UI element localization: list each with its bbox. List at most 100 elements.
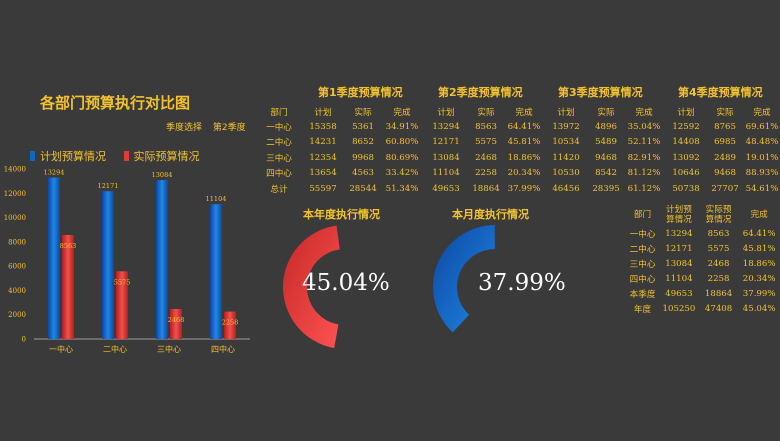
table-cell: 49653 xyxy=(432,183,460,194)
data-label-plan: 11104 xyxy=(206,195,227,203)
summary-cell: 20.34% xyxy=(742,273,776,284)
data-label-plan: 12171 xyxy=(98,182,119,190)
bar-plan xyxy=(156,180,168,339)
summary-cell: 2468 xyxy=(707,258,730,269)
quarter-selector[interactable]: 季度选择 第2季度 xyxy=(166,120,254,133)
table-header-cell: 完成 xyxy=(635,107,653,118)
table-cell: 64.41% xyxy=(507,122,541,133)
gauge-year-title: 本年度执行情况 xyxy=(303,208,380,221)
summary-cell: 11104 xyxy=(665,273,693,284)
bar-plan xyxy=(210,204,222,339)
summary-table-wrap: 部门 计划预 算情况 实际预 算情况 完成 一中心 13294 8563 64.41% 二中心 1… xyxy=(626,204,780,316)
table-cell: 12592 xyxy=(672,122,700,133)
summary-cell: 13084 xyxy=(665,258,693,269)
table-cell: 34.91% xyxy=(385,122,419,133)
gauge-month-arc xyxy=(433,225,495,333)
table-header-cell: 完成 xyxy=(515,107,533,118)
table-cell: 52.11% xyxy=(627,137,661,148)
quarter-title-3: 第3季度预算情况 xyxy=(558,86,643,99)
table-row: 二中心 14231 8652 60.80% xyxy=(255,135,421,150)
quarter-table-1: 部门 计划 实际 完成 一中心 15358 5361 34.91% 二中心 14231 8652 60… xyxy=(255,104,421,196)
data-label-actual: 8563 xyxy=(60,242,77,250)
summary-cell: 45.81% xyxy=(742,243,776,254)
table-cell: 四中心 xyxy=(266,169,292,180)
table-cell: 8542 xyxy=(595,168,617,179)
summary-cell: 12171 xyxy=(665,243,693,254)
gauge-year xyxy=(283,225,340,349)
summary-cell: 18.86% xyxy=(742,258,776,269)
table-row: 11420 9468 82.91% xyxy=(546,150,662,165)
summary-cell: 本季度 xyxy=(629,289,656,300)
quarter-selector-label: 季度选择 xyxy=(166,123,203,133)
chart-legend: 计划预算情况 实际预算情况 xyxy=(30,148,214,164)
table-header-cell: 实际 xyxy=(354,107,372,118)
table-row: 13972 4896 35.04% xyxy=(546,119,662,134)
y-tick-label: 14000 xyxy=(4,166,26,174)
summary-cell: 三中心 xyxy=(629,259,656,270)
legend-label-plan: 计划预算情况 xyxy=(40,150,106,163)
table-row: 46456 28395 61.12% xyxy=(546,181,662,196)
bar-actual xyxy=(116,271,128,339)
x-tick-label: 一中心 xyxy=(49,344,73,354)
table-cell: 13972 xyxy=(552,122,580,133)
legend-item-plan: 计划预算情况 xyxy=(30,148,106,164)
quarter-selector-value[interactable]: 第2季度 xyxy=(212,123,246,133)
table-cell: 13084 xyxy=(432,152,460,163)
table-cell: 二中心 xyxy=(266,138,292,149)
table-cell: 45.81% xyxy=(507,137,541,148)
summary-cell: 105250 xyxy=(662,303,696,314)
table-cell: 28544 xyxy=(349,183,377,194)
table-cell: 总计 xyxy=(270,184,288,195)
table-cell: 60.80% xyxy=(385,137,419,148)
table-row: 11104 2258 20.34% xyxy=(426,166,542,181)
quarter-title-2: 第2季度预算情况 xyxy=(438,86,523,99)
summary-cell: 8563 xyxy=(707,228,730,239)
summary-cell: 45.04% xyxy=(742,303,776,314)
table-row: 49653 18864 37.99% xyxy=(426,181,542,196)
summary-cell: 18864 xyxy=(704,288,733,299)
summary-cell: 一中心 xyxy=(629,229,656,240)
table-cell: 35.04% xyxy=(627,122,661,133)
table-cell: 82.91% xyxy=(627,152,661,163)
table-cell: 33.42% xyxy=(385,168,419,179)
table-row: 10646 9468 88.93% xyxy=(666,166,780,181)
y-tick-label: 6000 xyxy=(8,263,26,271)
table-cell: 14408 xyxy=(672,137,700,148)
summary-header-cell: 部门 xyxy=(633,210,652,220)
quarter-title-4: 第4季度预算情况 xyxy=(678,86,763,99)
table-cell: 5575 xyxy=(475,137,497,148)
table-cell: 28395 xyxy=(592,183,620,194)
bar-actual xyxy=(62,235,74,339)
table-cell: 50738 xyxy=(672,183,700,194)
table-header-cell: 计划 xyxy=(314,107,332,118)
table-header-cell: 完成 xyxy=(393,107,411,118)
table-cell: 6985 xyxy=(714,137,736,148)
table-cell: 18.86% xyxy=(507,152,541,163)
table-cell: 69.61% xyxy=(745,122,779,133)
summary-cell: 二中心 xyxy=(629,244,656,255)
gauge-month-title: 本月度执行情况 xyxy=(452,208,529,221)
table-cell: 81.12% xyxy=(627,168,661,179)
data-label-actual: 2258 xyxy=(222,319,239,327)
legend-swatch-plan xyxy=(30,151,35,161)
table-cell: 10530 xyxy=(552,168,580,179)
bar-plan xyxy=(48,177,60,339)
table-cell: 14231 xyxy=(309,137,337,148)
table-row: 14408 6985 48.48% xyxy=(666,135,780,150)
summary-cell: 64.41% xyxy=(742,228,776,239)
legend-item-actual: 实际预算情况 xyxy=(123,148,200,164)
y-tick-label: 10000 xyxy=(4,214,26,222)
table-cell: 9468 xyxy=(595,152,617,163)
table-cell: 2489 xyxy=(714,152,736,163)
y-tick-label: 0 xyxy=(22,336,26,344)
table-row: 13294 8563 64.41% xyxy=(426,119,542,134)
summary-cell: 年度 xyxy=(633,304,652,315)
data-label-plan: 13294 xyxy=(44,169,65,177)
summary-header-cell: 计划预 算情况 xyxy=(666,205,692,225)
table-cell: 13294 xyxy=(432,122,460,133)
table-row: 总计 55597 28544 51.34% xyxy=(255,181,421,196)
summary-row: 本季度 49653 18864 37.99% xyxy=(626,286,780,301)
y-tick-label: 4000 xyxy=(8,287,26,295)
table-cell: 46456 xyxy=(552,183,580,194)
table-cell: 一中心 xyxy=(266,123,292,134)
